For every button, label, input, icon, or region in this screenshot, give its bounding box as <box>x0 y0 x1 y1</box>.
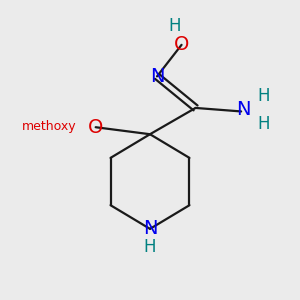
Text: H: H <box>258 115 270 133</box>
Text: H: H <box>168 16 181 34</box>
Text: O: O <box>174 35 189 54</box>
Text: N: N <box>143 219 157 238</box>
Text: methoxy: methoxy <box>22 120 76 133</box>
Text: H: H <box>144 238 156 256</box>
Text: N: N <box>236 100 250 119</box>
Text: H: H <box>258 87 270 105</box>
Text: O: O <box>88 118 103 137</box>
Text: N: N <box>150 67 164 86</box>
